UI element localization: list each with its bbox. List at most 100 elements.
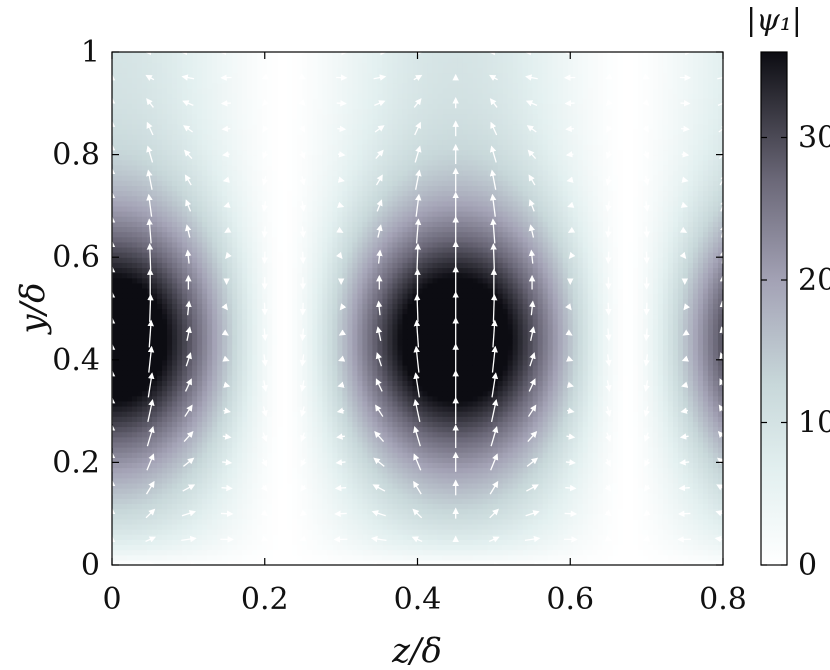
- heatmap-cell: [167, 128, 173, 135]
- heatmap-cell: [302, 226, 308, 233]
- heatmap-cell: [247, 523, 253, 530]
- heatmap-cell: [277, 77, 283, 84]
- heatmap-cell: [212, 277, 218, 284]
- heatmap-cell: [127, 370, 133, 376]
- heatmap-cell: [132, 426, 138, 433]
- heatmap-cell: [112, 308, 118, 315]
- heatmap-cell: [132, 441, 138, 448]
- heatmap-cell: [297, 282, 303, 289]
- heatmap-cell: [162, 241, 168, 248]
- heatmap-cell: [317, 503, 323, 510]
- heatmap-cell: [217, 411, 223, 417]
- heatmap-cell: [197, 426, 203, 433]
- heatmap-cell: [292, 144, 298, 151]
- heatmap-cell: [287, 452, 293, 458]
- heatmap-cell: [242, 252, 248, 258]
- heatmap-cell: [282, 416, 288, 422]
- heatmap-cell: [322, 123, 328, 130]
- heatmap-cell: [277, 169, 283, 176]
- heatmap-cell: [162, 149, 168, 156]
- heatmap-cell: [137, 462, 143, 469]
- heatmap-cell: [242, 518, 248, 525]
- heatmap-cell: [242, 385, 248, 392]
- heatmap-cell: [182, 334, 188, 340]
- heatmap-cell: [312, 385, 318, 392]
- heatmap-cell: [292, 98, 298, 104]
- heatmap-cell: [327, 277, 333, 284]
- heatmap-cell: [357, 431, 364, 438]
- heatmap-cell: [352, 62, 358, 68]
- heatmap-cell: [322, 82, 328, 89]
- heatmap-cell: [172, 139, 178, 145]
- heatmap-cell: [237, 452, 243, 458]
- heatmap-cell: [332, 447, 338, 453]
- heatmap-cell: [307, 421, 313, 428]
- heatmap-cell: [257, 149, 263, 156]
- heatmap-cell: [222, 287, 228, 294]
- heatmap-cell: [292, 544, 298, 551]
- heatmap-cell: [277, 523, 283, 530]
- heatmap-cell: [112, 287, 118, 294]
- heatmap-cell: [352, 405, 358, 412]
- heatmap-cell: [177, 267, 183, 274]
- heatmap-cell: [127, 421, 133, 428]
- heatmap-cell: [277, 421, 283, 428]
- heatmap-cell: [137, 477, 143, 484]
- heatmap-cell: [122, 441, 128, 448]
- heatmap-cell: [237, 226, 243, 233]
- heatmap-cell: [342, 380, 348, 387]
- heatmap-cell: [312, 323, 318, 330]
- heatmap-cell: [282, 380, 288, 387]
- heatmap-cell: [172, 211, 178, 217]
- heatmap-cell: [287, 462, 293, 469]
- heatmap-cell: [292, 380, 298, 387]
- heatmap-cell: [172, 364, 178, 371]
- heatmap-cell: [217, 349, 223, 356]
- heatmap-cell: [117, 339, 123, 346]
- heatmap-cell: [162, 549, 168, 556]
- heatmap-cell: [192, 98, 198, 104]
- heatmap-cell: [347, 359, 353, 366]
- heatmap-cell: [112, 149, 118, 156]
- heatmap-cell: [122, 523, 128, 530]
- heatmap-cell: [282, 144, 288, 151]
- heatmap-cell: [172, 236, 178, 243]
- heatmap-cell: [177, 349, 183, 356]
- heatmap-cell: [312, 231, 318, 238]
- heatmap-cell: [207, 390, 213, 397]
- heatmap-cell: [302, 211, 308, 217]
- heatmap-cell: [117, 134, 123, 140]
- heatmap-cell: [347, 159, 353, 166]
- heatmap-cell: [257, 313, 263, 320]
- heatmap-cell: [267, 375, 273, 381]
- heatmap-cell: [212, 452, 218, 458]
- heatmap-cell: [137, 118, 143, 125]
- heatmap-cell: [192, 380, 198, 387]
- heatmap-cell: [207, 226, 213, 233]
- heatmap-cell: [237, 267, 243, 274]
- heatmap-cell: [117, 452, 123, 458]
- heatmap-cell: [247, 477, 253, 484]
- heatmap-cell: [132, 87, 138, 94]
- heatmap-cell: [142, 221, 148, 228]
- heatmap-cell: [247, 195, 253, 202]
- heatmap-cell: [167, 339, 173, 346]
- heatmap-cell: [257, 457, 263, 463]
- heatmap-cell: [352, 431, 358, 438]
- heatmap-cell: [352, 447, 358, 453]
- heatmap-cell: [312, 241, 318, 248]
- heatmap-cell: [292, 77, 298, 84]
- heatmap-cell: [327, 421, 333, 428]
- heatmap-cell: [347, 313, 353, 320]
- heatmap-cell: [327, 272, 333, 279]
- heatmap-cell: [307, 113, 313, 120]
- heatmap-cell: [192, 195, 198, 202]
- heatmap-cell: [332, 323, 338, 330]
- heatmap-cell: [172, 216, 178, 222]
- heatmap-cell: [277, 513, 283, 520]
- heatmap-cell: [177, 93, 183, 99]
- heatmap-cell: [292, 405, 298, 412]
- heatmap-cell: [157, 529, 163, 535]
- heatmap-cell: [312, 195, 318, 202]
- heatmap-cell: [227, 390, 233, 397]
